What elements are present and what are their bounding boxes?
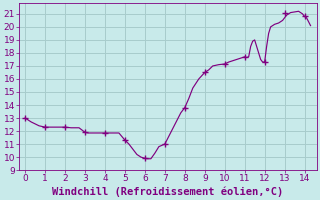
X-axis label: Windchill (Refroidissement éolien,°C): Windchill (Refroidissement éolien,°C)	[52, 186, 284, 197]
